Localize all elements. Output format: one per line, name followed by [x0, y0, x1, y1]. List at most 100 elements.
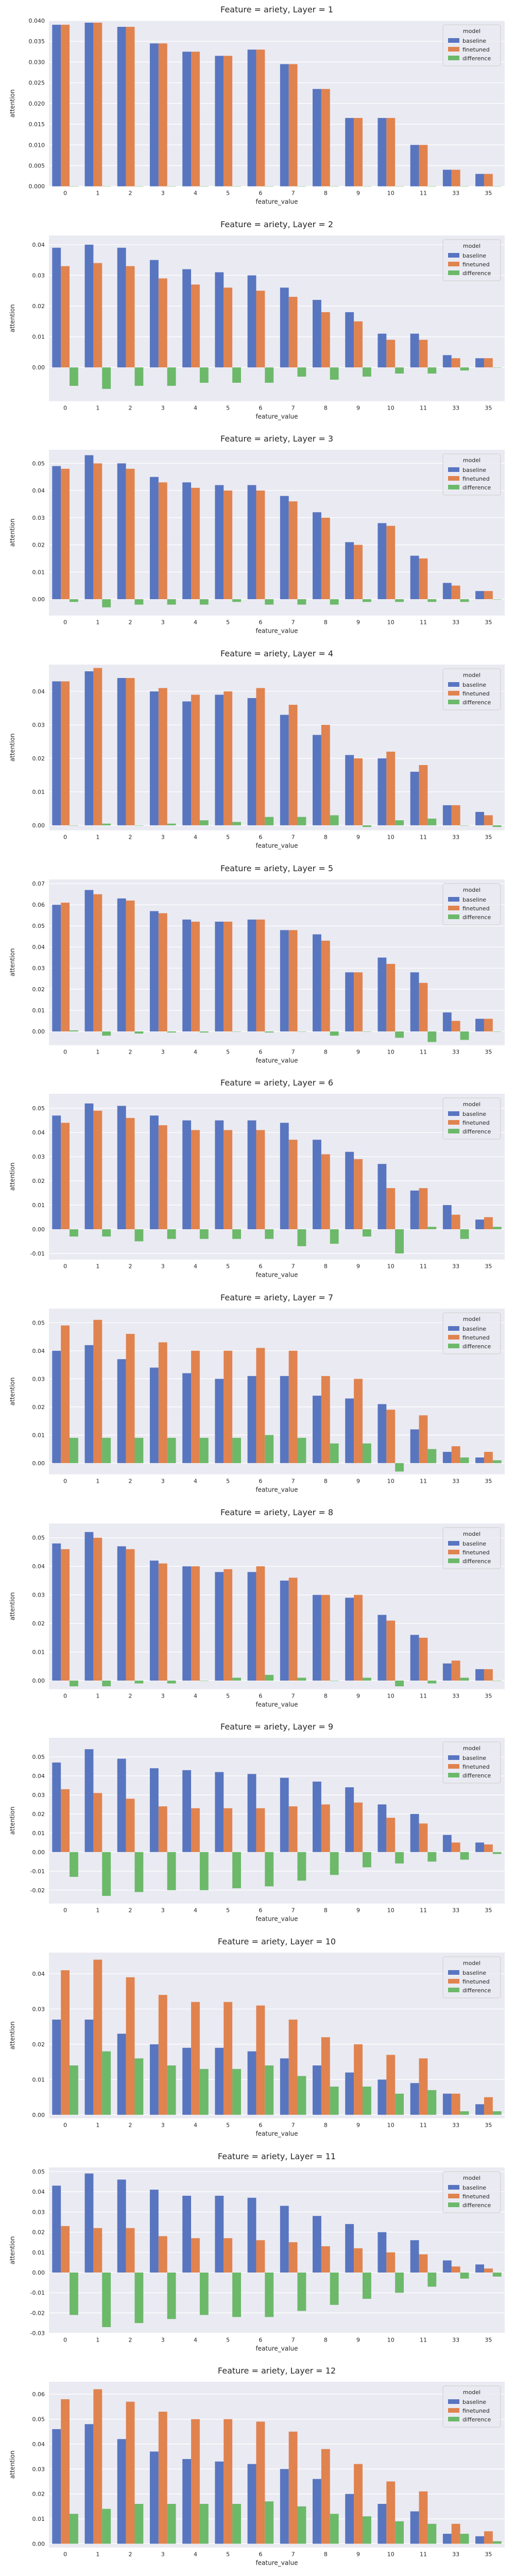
bar-finetuned-0: [61, 902, 70, 1031]
legend-label-difference: difference: [462, 1987, 491, 1994]
bar-difference-8: [330, 1229, 339, 1244]
bar-finetuned-4: [191, 921, 200, 1031]
x-tick-label: 33: [452, 619, 459, 626]
y-tick-label: 0.01: [32, 789, 45, 795]
x-tick-label: 0: [63, 2122, 67, 2129]
x-axis-label: feature_value: [255, 1486, 298, 1494]
y-tick-label: 0.05: [32, 1106, 45, 1112]
y-tick-label: 0.020: [29, 100, 45, 107]
y-tick-label: 0.07: [32, 880, 45, 887]
bar-finetuned-1: [93, 1537, 102, 1681]
legend: model baseline finetuned difference: [442, 668, 501, 710]
bar-baseline-33: [442, 170, 452, 187]
x-tick-label: 4: [194, 1048, 197, 1055]
x-tick-label: 9: [356, 2551, 360, 2558]
bar-finetuned-6: [256, 1130, 265, 1230]
y-tick-label: 0.04: [32, 944, 45, 951]
bar-difference-5: [232, 1677, 241, 1681]
bar-difference-10: [395, 1463, 404, 1472]
x-tick-label: 1: [96, 1048, 99, 1055]
x-tick-label: 1: [96, 2551, 99, 2558]
bar-difference-7: [297, 1229, 306, 1247]
bar-difference-5: [232, 1031, 241, 1032]
y-tick-label: 0.03: [32, 965, 45, 972]
x-tick-label: 10: [387, 2551, 394, 2558]
x-tick-label: 10: [387, 2336, 394, 2343]
x-tick-label: 5: [226, 1048, 230, 1055]
bar-finetuned-1: [93, 23, 102, 187]
x-tick-label: 4: [194, 834, 197, 841]
y-tick-label: -0.02: [30, 2310, 45, 2316]
y-tick-label: 0.04: [32, 1348, 45, 1354]
bar-difference-5: [232, 2272, 241, 2317]
bar-baseline-11: [410, 555, 419, 600]
x-tick-label: 5: [226, 404, 230, 411]
bar-finetuned-4: [191, 1130, 200, 1230]
x-tick-label: 7: [291, 2336, 295, 2343]
x-tick-label: 33: [452, 190, 459, 197]
bar-finetuned-3: [158, 278, 167, 367]
bar-baseline-11: [410, 1814, 419, 1853]
x-axis-label: feature_value: [255, 628, 298, 635]
bar-difference-10: [395, 599, 404, 602]
bar-finetuned-35: [484, 591, 493, 600]
bar-finetuned-8: [321, 1595, 330, 1681]
x-tick-label: 10: [387, 190, 394, 197]
bar-finetuned-4: [191, 1808, 200, 1853]
bar-baseline-6: [247, 1571, 256, 1681]
bar-finetuned-33: [451, 1215, 460, 1230]
legend: model baseline finetuned difference: [442, 883, 501, 925]
x-tick-label: 1: [96, 1478, 99, 1485]
y-axis-label: attention: [9, 2451, 16, 2479]
bar-difference-4: [199, 1852, 209, 1891]
legend-label-difference: difference: [462, 1558, 491, 1565]
bar-finetuned-9: [354, 117, 363, 187]
bar-finetuned-0: [61, 1123, 70, 1230]
bar-difference-2: [134, 2272, 144, 2323]
bar-baseline-1: [84, 2424, 94, 2544]
chart-panel-layer-7: Feature = ariety, Layer = 7 0.00 0.01 0.02 0…: [9, 1293, 505, 1494]
bar-finetuned-5: [224, 1808, 233, 1853]
x-tick-label: 35: [485, 2551, 492, 2558]
y-tick-label: 0.015: [29, 121, 45, 128]
bar-difference-10: [395, 1031, 404, 1038]
bar-finetuned-1: [93, 463, 102, 600]
bar-difference-1: [102, 2509, 111, 2544]
x-tick-label: 2: [129, 619, 132, 626]
chart-title: Feature = ariety, Layer = 4: [220, 649, 333, 658]
legend-swatch-baseline: [448, 2184, 459, 2190]
bar-difference-35: [492, 2111, 502, 2115]
bar-baseline-11: [410, 2511, 419, 2544]
bar-finetuned-1: [93, 1959, 102, 2115]
y-axis-label: attention: [9, 1377, 16, 1405]
x-tick-label: 5: [226, 1478, 230, 1485]
bar-baseline-3: [149, 2189, 159, 2273]
bar-finetuned-8: [321, 1376, 330, 1463]
y-tick-label: 0.04: [32, 1563, 45, 1570]
legend-label-baseline: baseline: [462, 1540, 486, 1547]
bar-finetuned-6: [256, 290, 265, 367]
x-axis-label: feature_value: [255, 1057, 298, 1064]
bar-finetuned-1: [93, 1793, 102, 1853]
x-tick-label: 33: [452, 2336, 459, 2343]
legend-title: model: [463, 28, 480, 35]
bar-finetuned-2: [126, 469, 135, 600]
bar-difference-3: [167, 1229, 176, 1240]
x-tick-label: 10: [387, 1907, 394, 1914]
y-tick-label: 0.03: [32, 2466, 45, 2473]
x-tick-label: 33: [452, 2551, 459, 2558]
x-axis-label: feature_value: [255, 1272, 298, 1279]
bar-difference-5: [232, 367, 241, 383]
x-tick-label: 10: [387, 1263, 394, 1270]
bar-baseline-8: [313, 1782, 321, 1853]
bar-finetuned-6: [256, 49, 265, 187]
bar-difference-10: [395, 2521, 404, 2544]
y-tick-label: 0.02: [32, 1620, 45, 1627]
bar-finetuned-9: [354, 1803, 363, 1853]
x-tick-label: 33: [452, 404, 459, 411]
bar-baseline-2: [117, 247, 126, 367]
bar-baseline-11: [410, 1429, 419, 1463]
bar-difference-7: [297, 1031, 306, 1032]
bar-finetuned-5: [224, 2419, 233, 2544]
bar-finetuned-1: [93, 263, 102, 367]
